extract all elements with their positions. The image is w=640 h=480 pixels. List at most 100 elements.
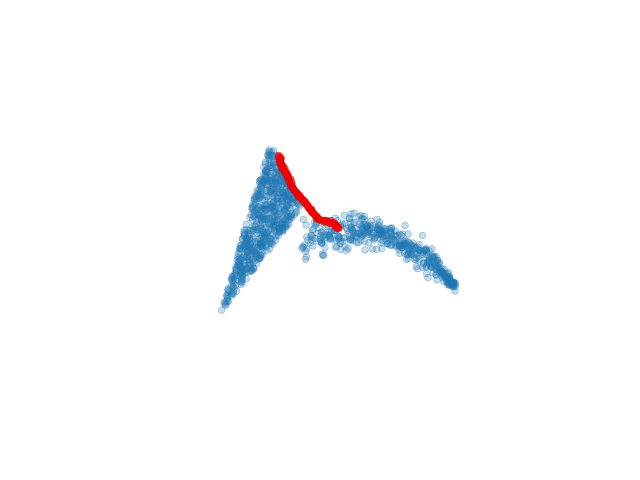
data-point — [398, 244, 406, 252]
data-point — [218, 306, 226, 314]
data-point — [344, 244, 352, 252]
data-point — [350, 219, 358, 227]
data-point — [347, 223, 356, 231]
data-point — [351, 218, 359, 226]
data-point — [441, 272, 449, 280]
data-point — [378, 244, 386, 253]
data-point — [251, 209, 259, 217]
data-point — [321, 243, 329, 252]
data-point — [308, 226, 317, 234]
data-point — [238, 269, 246, 277]
data-point — [370, 236, 378, 244]
data-point — [251, 256, 259, 265]
data-point — [281, 221, 289, 229]
data-point — [250, 208, 258, 216]
data-point — [419, 264, 427, 272]
data-point — [397, 237, 405, 245]
data-point — [340, 211, 348, 219]
data-point — [414, 243, 422, 251]
data-point — [266, 174, 274, 182]
data-point — [244, 248, 253, 256]
data-point — [303, 245, 311, 253]
data-point — [286, 216, 294, 224]
data-point — [447, 280, 455, 288]
data-point — [253, 195, 261, 203]
data-point — [405, 254, 413, 262]
data-point — [379, 237, 387, 245]
data-point — [250, 249, 258, 257]
data-point — [404, 244, 412, 253]
data-point — [267, 220, 275, 228]
data-point — [259, 178, 267, 186]
data-point — [274, 232, 283, 240]
data-point — [261, 238, 269, 246]
data-point — [275, 225, 283, 233]
data-point — [353, 229, 361, 237]
data-point — [302, 253, 311, 261]
data-point — [357, 236, 365, 244]
data-point — [237, 280, 245, 289]
data-point — [240, 231, 249, 239]
data-point — [424, 274, 432, 282]
data-point — [266, 171, 274, 179]
data-point — [257, 216, 266, 224]
data-point — [361, 246, 369, 254]
data-point — [376, 230, 385, 238]
data-point — [331, 243, 339, 251]
data-point — [236, 262, 244, 270]
data-point — [374, 225, 382, 234]
data-point — [260, 237, 269, 245]
data-point — [258, 184, 266, 192]
data-point — [336, 237, 344, 245]
data-point — [267, 186, 276, 195]
data-point — [243, 242, 251, 251]
data-point — [275, 181, 283, 189]
data-point — [299, 243, 307, 251]
data-point — [246, 214, 254, 222]
data-point — [360, 221, 368, 229]
data-point — [255, 203, 263, 211]
data-point — [263, 228, 271, 236]
data-point — [269, 199, 277, 207]
data-point — [368, 229, 376, 237]
data-point — [222, 300, 230, 308]
data-point — [318, 228, 326, 236]
data-point — [360, 212, 368, 220]
data-point — [266, 161, 275, 169]
data-point — [321, 237, 329, 245]
data-point — [246, 258, 254, 266]
data-point — [401, 221, 409, 230]
data-point — [386, 234, 394, 242]
data-point — [299, 215, 308, 224]
data-point — [273, 193, 282, 201]
data-point — [320, 251, 328, 259]
data-point — [252, 216, 260, 224]
data-point — [386, 242, 395, 250]
data-point — [346, 233, 354, 241]
data-point — [302, 221, 310, 229]
data-point — [224, 289, 233, 297]
data-point — [253, 229, 261, 237]
data-point — [263, 165, 271, 173]
data-point — [309, 242, 317, 250]
data-point — [265, 152, 273, 160]
data-point — [350, 209, 358, 217]
data-point — [271, 207, 279, 215]
data-point — [257, 240, 265, 248]
data-point — [242, 275, 250, 283]
data-point — [251, 222, 259, 230]
data-point — [418, 250, 427, 258]
data-point — [224, 286, 232, 294]
data-point — [402, 255, 411, 264]
data-point — [425, 247, 433, 255]
data-point — [282, 189, 290, 197]
data-point — [409, 239, 417, 247]
data-point — [422, 269, 431, 278]
data-point — [404, 230, 412, 238]
data-point — [440, 278, 448, 286]
data-point — [279, 202, 287, 210]
data-point — [260, 177, 268, 185]
highlighted-path — [274, 151, 343, 233]
data-point — [282, 201, 291, 209]
